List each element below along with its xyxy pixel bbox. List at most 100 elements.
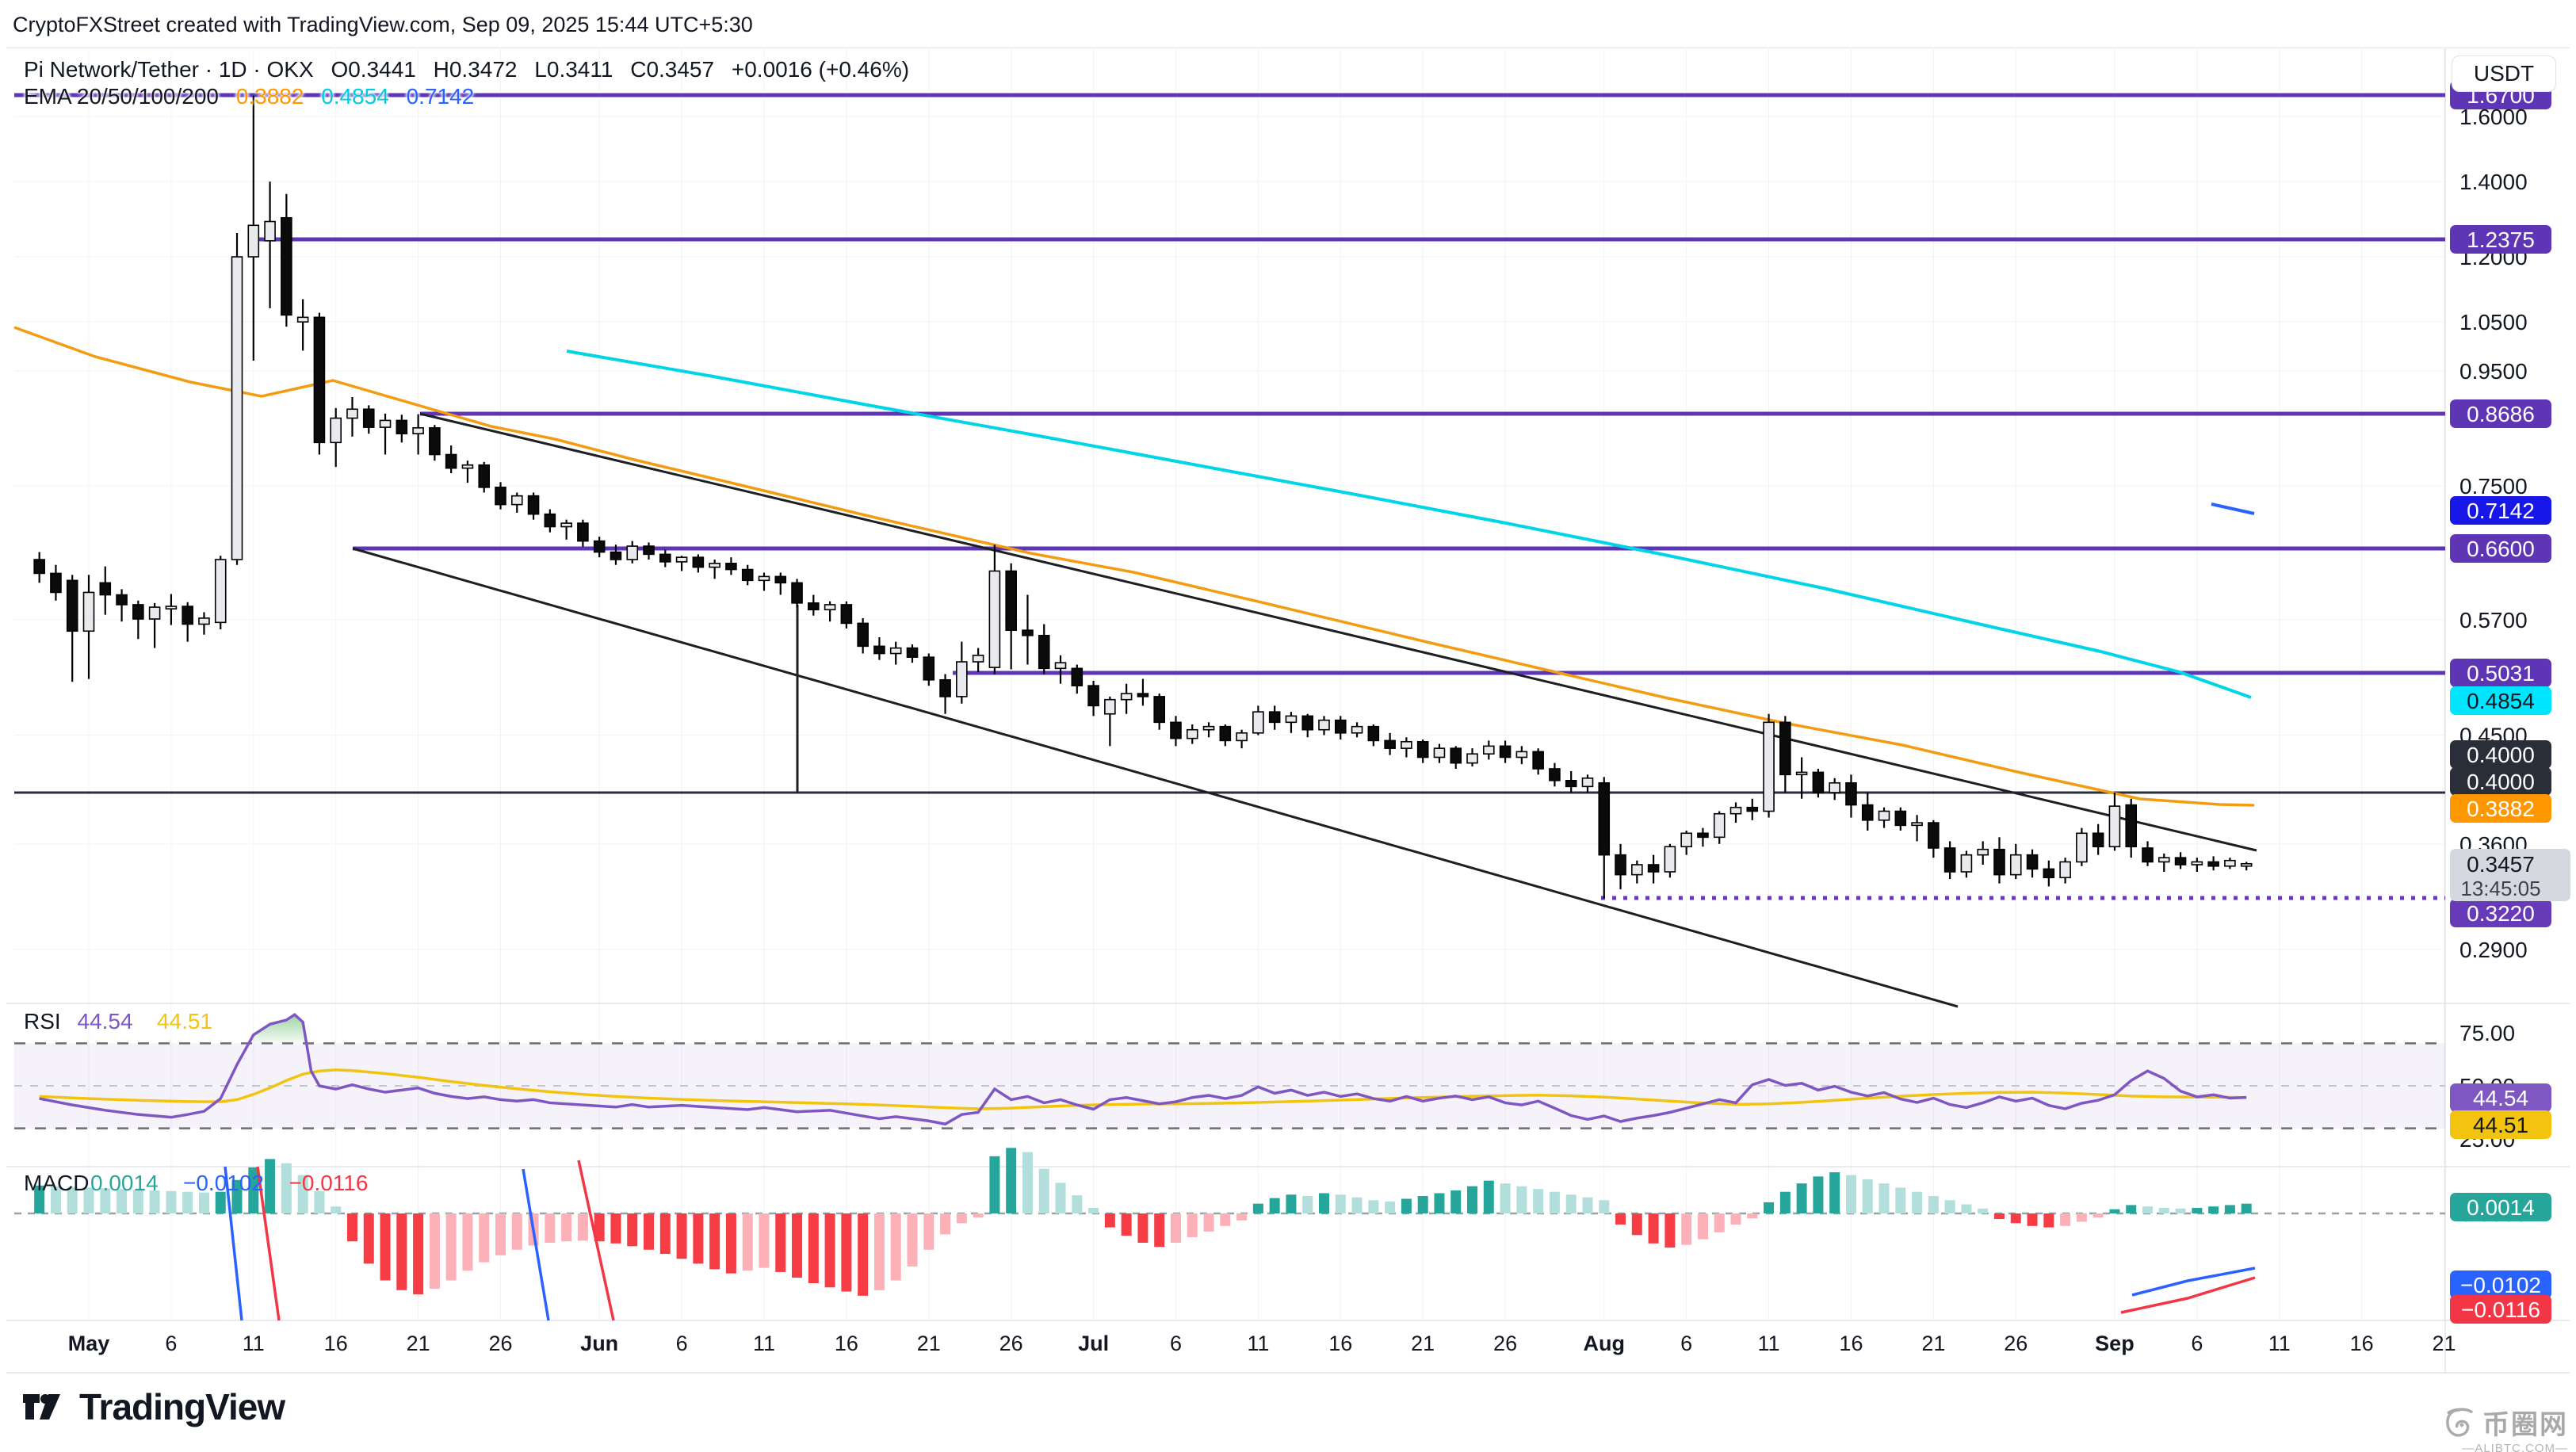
- svg-text:13:45:05: 13:45:05: [2460, 877, 2540, 900]
- macd-histogram-bar: [940, 1213, 951, 1235]
- macd-histogram-bar: [1615, 1213, 1626, 1225]
- macd-histogram-bar: [644, 1213, 655, 1250]
- macd-histogram-bar: [973, 1213, 984, 1218]
- macd-histogram-bar: [594, 1213, 605, 1242]
- macd-histogram-bar: [1730, 1213, 1741, 1225]
- candle-down: [1697, 832, 1709, 839]
- macd-histogram-bar: [100, 1188, 111, 1213]
- chart-canvas[interactable]: 1.60001.40001.20001.05000.95000.75000.57…: [0, 0, 2576, 1395]
- candle-up: [264, 220, 276, 242]
- macd-histogram-bar: [1565, 1194, 1577, 1213]
- candle-down: [396, 419, 408, 434]
- candle-up: [1252, 711, 1264, 734]
- macd-histogram-bar: [693, 1213, 704, 1264]
- macd-histogram-bar: [2208, 1206, 2219, 1213]
- time-axis-label: 16: [1839, 1332, 1863, 1355]
- candlesticks: [33, 95, 2253, 899]
- candle-down: [2125, 804, 2138, 848]
- macd-histogram-bar: [1813, 1176, 1824, 1213]
- macd-histogram-bar: [627, 1213, 638, 1247]
- candle-up: [231, 256, 243, 560]
- candle-up: [709, 563, 720, 568]
- symbol-legend[interactable]: Pi Network/Tether · 1D · OKX O0.3441 H0.…: [24, 57, 920, 82]
- symbol-title[interactable]: Pi Network/Tether · 1D · OKX: [24, 57, 314, 82]
- macd-histogram-bar: [413, 1213, 424, 1295]
- svg-text:44.54: 44.54: [2473, 1086, 2528, 1110]
- candle-up: [758, 575, 770, 582]
- macd-histogram-bar: [1434, 1193, 1445, 1213]
- time-axis-label: 26: [1493, 1332, 1517, 1355]
- macd-histogram-bar: [495, 1213, 506, 1255]
- time-axis-label: 16: [835, 1332, 858, 1355]
- candle-down: [577, 522, 589, 542]
- macd-histogram-bar: [1154, 1213, 1165, 1248]
- svg-text:1.2375: 1.2375: [2467, 227, 2535, 252]
- ema-legend[interactable]: EMA 20/50/100/200 0.3882 0.4854 0.7142: [24, 84, 485, 109]
- candle-up: [214, 559, 227, 624]
- candle-up: [1680, 832, 1692, 848]
- macd-histogram-bar: [511, 1213, 522, 1250]
- macd-histogram-bar: [1104, 1213, 1115, 1228]
- pane-legends: RSI 44.54 44.51 MACD 0.0014 −0.0102 −0.0116: [24, 1009, 368, 1195]
- ema-label[interactable]: EMA 20/50/100/200: [24, 84, 219, 109]
- candle-up: [1401, 740, 1412, 749]
- candle-down: [544, 513, 556, 528]
- macd-histogram-bar: [1533, 1189, 1544, 1213]
- candle-up: [1763, 721, 1775, 812]
- candle-up: [1829, 782, 1840, 793]
- time-axis-label: 11: [1247, 1332, 1269, 1355]
- macd-pane[interactable]: [14, 1148, 2445, 1321]
- svg-text:44.54: 44.54: [78, 1009, 133, 1034]
- candle-down: [2043, 868, 2055, 879]
- candle-down: [873, 645, 885, 655]
- time-axis-label: 21: [917, 1332, 941, 1355]
- candle-up: [1285, 715, 1298, 724]
- svg-text:0.3220: 0.3220: [2467, 901, 2535, 926]
- candle-down: [1993, 848, 2005, 876]
- svg-text:−0.0102: −0.0102: [2460, 1273, 2541, 1297]
- macd-histogram-bar: [1978, 1208, 1989, 1213]
- macd-histogram-bar: [1450, 1190, 1462, 1213]
- macd-histogram-bar: [577, 1213, 588, 1241]
- candle-up: [1433, 747, 1446, 758]
- axis-badge: [2450, 740, 2551, 769]
- macd-histogram-bar: [824, 1213, 835, 1288]
- macd-histogram-bar: [1006, 1148, 1017, 1213]
- candle-up: [1466, 753, 1478, 764]
- svg-text:−0.0102: −0.0102: [183, 1171, 264, 1195]
- time-axis-label: 26: [999, 1332, 1023, 1355]
- macd-histogram-bar: [1220, 1213, 1231, 1226]
- time-axis-label: May: [68, 1332, 110, 1355]
- candle-down: [1137, 693, 1149, 697]
- candle-down: [1549, 768, 1561, 781]
- macd-histogram-bar: [2093, 1213, 2104, 1218]
- axis-tick-label: 0.9500: [2459, 359, 2528, 384]
- candle-up: [2009, 854, 2022, 876]
- rsi-pane[interactable]: [14, 1013, 2445, 1129]
- svg-text:−0.0116: −0.0116: [289, 1171, 369, 1195]
- candle-up: [1236, 732, 1248, 742]
- svg-text:0.4000: 0.4000: [2467, 743, 2535, 767]
- ema50-value: 0.4854: [321, 84, 389, 109]
- axis-badge: [2450, 1083, 2551, 1112]
- rsi-ma-line: [39, 1068, 2247, 1110]
- candle-up: [148, 606, 161, 620]
- candle-up: [461, 464, 474, 469]
- axis-tick-label: 0.2900: [2459, 938, 2528, 962]
- ohlc-close: C0.3457: [630, 57, 715, 82]
- price-pane[interactable]: [13, 93, 2445, 1008]
- candle-down: [281, 216, 292, 316]
- macd-histogram-bar: [1599, 1200, 1610, 1213]
- macd-histogram-bar: [34, 1185, 45, 1213]
- time-axis-label: 11: [1758, 1332, 1780, 1355]
- axis-badges: 1.67001.23750.86860.71420.66000.50310.48…: [2450, 81, 2570, 1324]
- currency-unit-button[interactable]: USDT: [2452, 55, 2556, 92]
- candle-down: [132, 604, 144, 620]
- candle-up: [1664, 846, 1676, 873]
- tradingview-logo[interactable]: TradingView: [22, 1385, 285, 1428]
- macd-histogram-bar: [2175, 1208, 2186, 1213]
- axis-badge: [2450, 496, 2551, 525]
- candle-up: [972, 655, 984, 663]
- time-axis[interactable]: May 6 11 16 21 26 Jun 6 11 16 21 26 Jul 6 11 16 21 26 Aug 6…: [68, 1332, 2456, 1355]
- macd-histogram-bar: [1549, 1191, 1560, 1213]
